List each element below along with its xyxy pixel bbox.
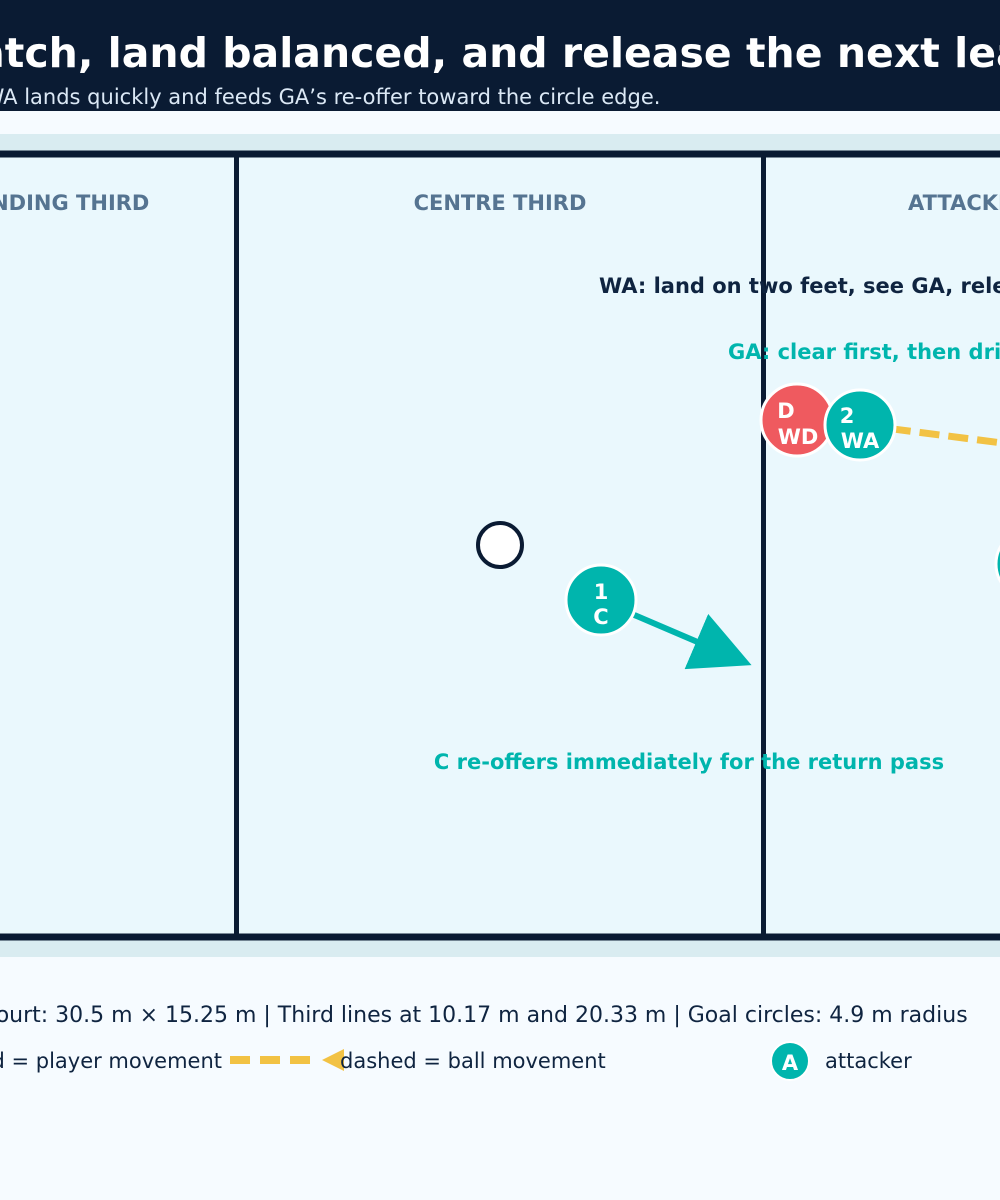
player-wd-number: D xyxy=(777,399,794,423)
player-wd-position: WD xyxy=(778,425,819,449)
court-dimensions: Court: 30.5 m × 15.25 m | Third lines at… xyxy=(0,1003,968,1028)
player-wa-token xyxy=(823,388,897,462)
page-title: Catch, land balanced, and release the ne… xyxy=(0,29,1000,77)
netball-court: DEFENDING THIRD CENTRE THIRD ATTACKING T… xyxy=(0,150,1000,941)
player-c-position: C xyxy=(593,605,608,629)
c-movement-arrow xyxy=(630,611,752,670)
legend-attacker-badge: A xyxy=(782,1051,799,1075)
player-ga-token xyxy=(994,544,1000,584)
third-label-centre: CENTRE THIRD xyxy=(414,191,587,215)
player-c: 1 C xyxy=(564,563,638,637)
legend-dashed-label: dashed = ball movement xyxy=(340,1049,606,1073)
legend-attacker-token xyxy=(770,1041,810,1081)
ga-note: GA: clear first, then drive to the circl… xyxy=(728,340,1000,364)
header: Catch, land balanced, and release the ne… xyxy=(0,0,1000,111)
legend-dashed-arrowhead xyxy=(322,1049,344,1071)
third-label-defending: DEFENDING THIRD xyxy=(0,191,149,215)
player-wa-number: 2 xyxy=(840,404,855,428)
third-label-attacking: ATTACKING THIRD xyxy=(908,191,1000,215)
ball-pass-line xyxy=(861,421,1000,447)
c-note: C re-offers immediately for the return p… xyxy=(434,750,944,774)
centre-circle xyxy=(476,521,524,569)
page-subtitle: WA lands quickly and feeds GA’s re-offer… xyxy=(0,85,661,109)
legend-solid-label: solid = player movement xyxy=(0,1049,222,1073)
player-wa-position: WA xyxy=(841,429,880,453)
player-c-number: 1 xyxy=(594,580,609,604)
court-area: DEFENDING THIRD CENTRE THIRD ATTACKING T… xyxy=(0,134,1000,957)
wa-note: WA: land on two feet, see GA, release xyxy=(599,274,1000,298)
legend-attacker-label: attacker xyxy=(825,1049,912,1073)
player-wd: D WD xyxy=(759,382,835,458)
player-c-token xyxy=(564,563,638,637)
legend-symbols: A xyxy=(230,1041,810,1081)
player-wa: 2 WA xyxy=(823,388,897,462)
